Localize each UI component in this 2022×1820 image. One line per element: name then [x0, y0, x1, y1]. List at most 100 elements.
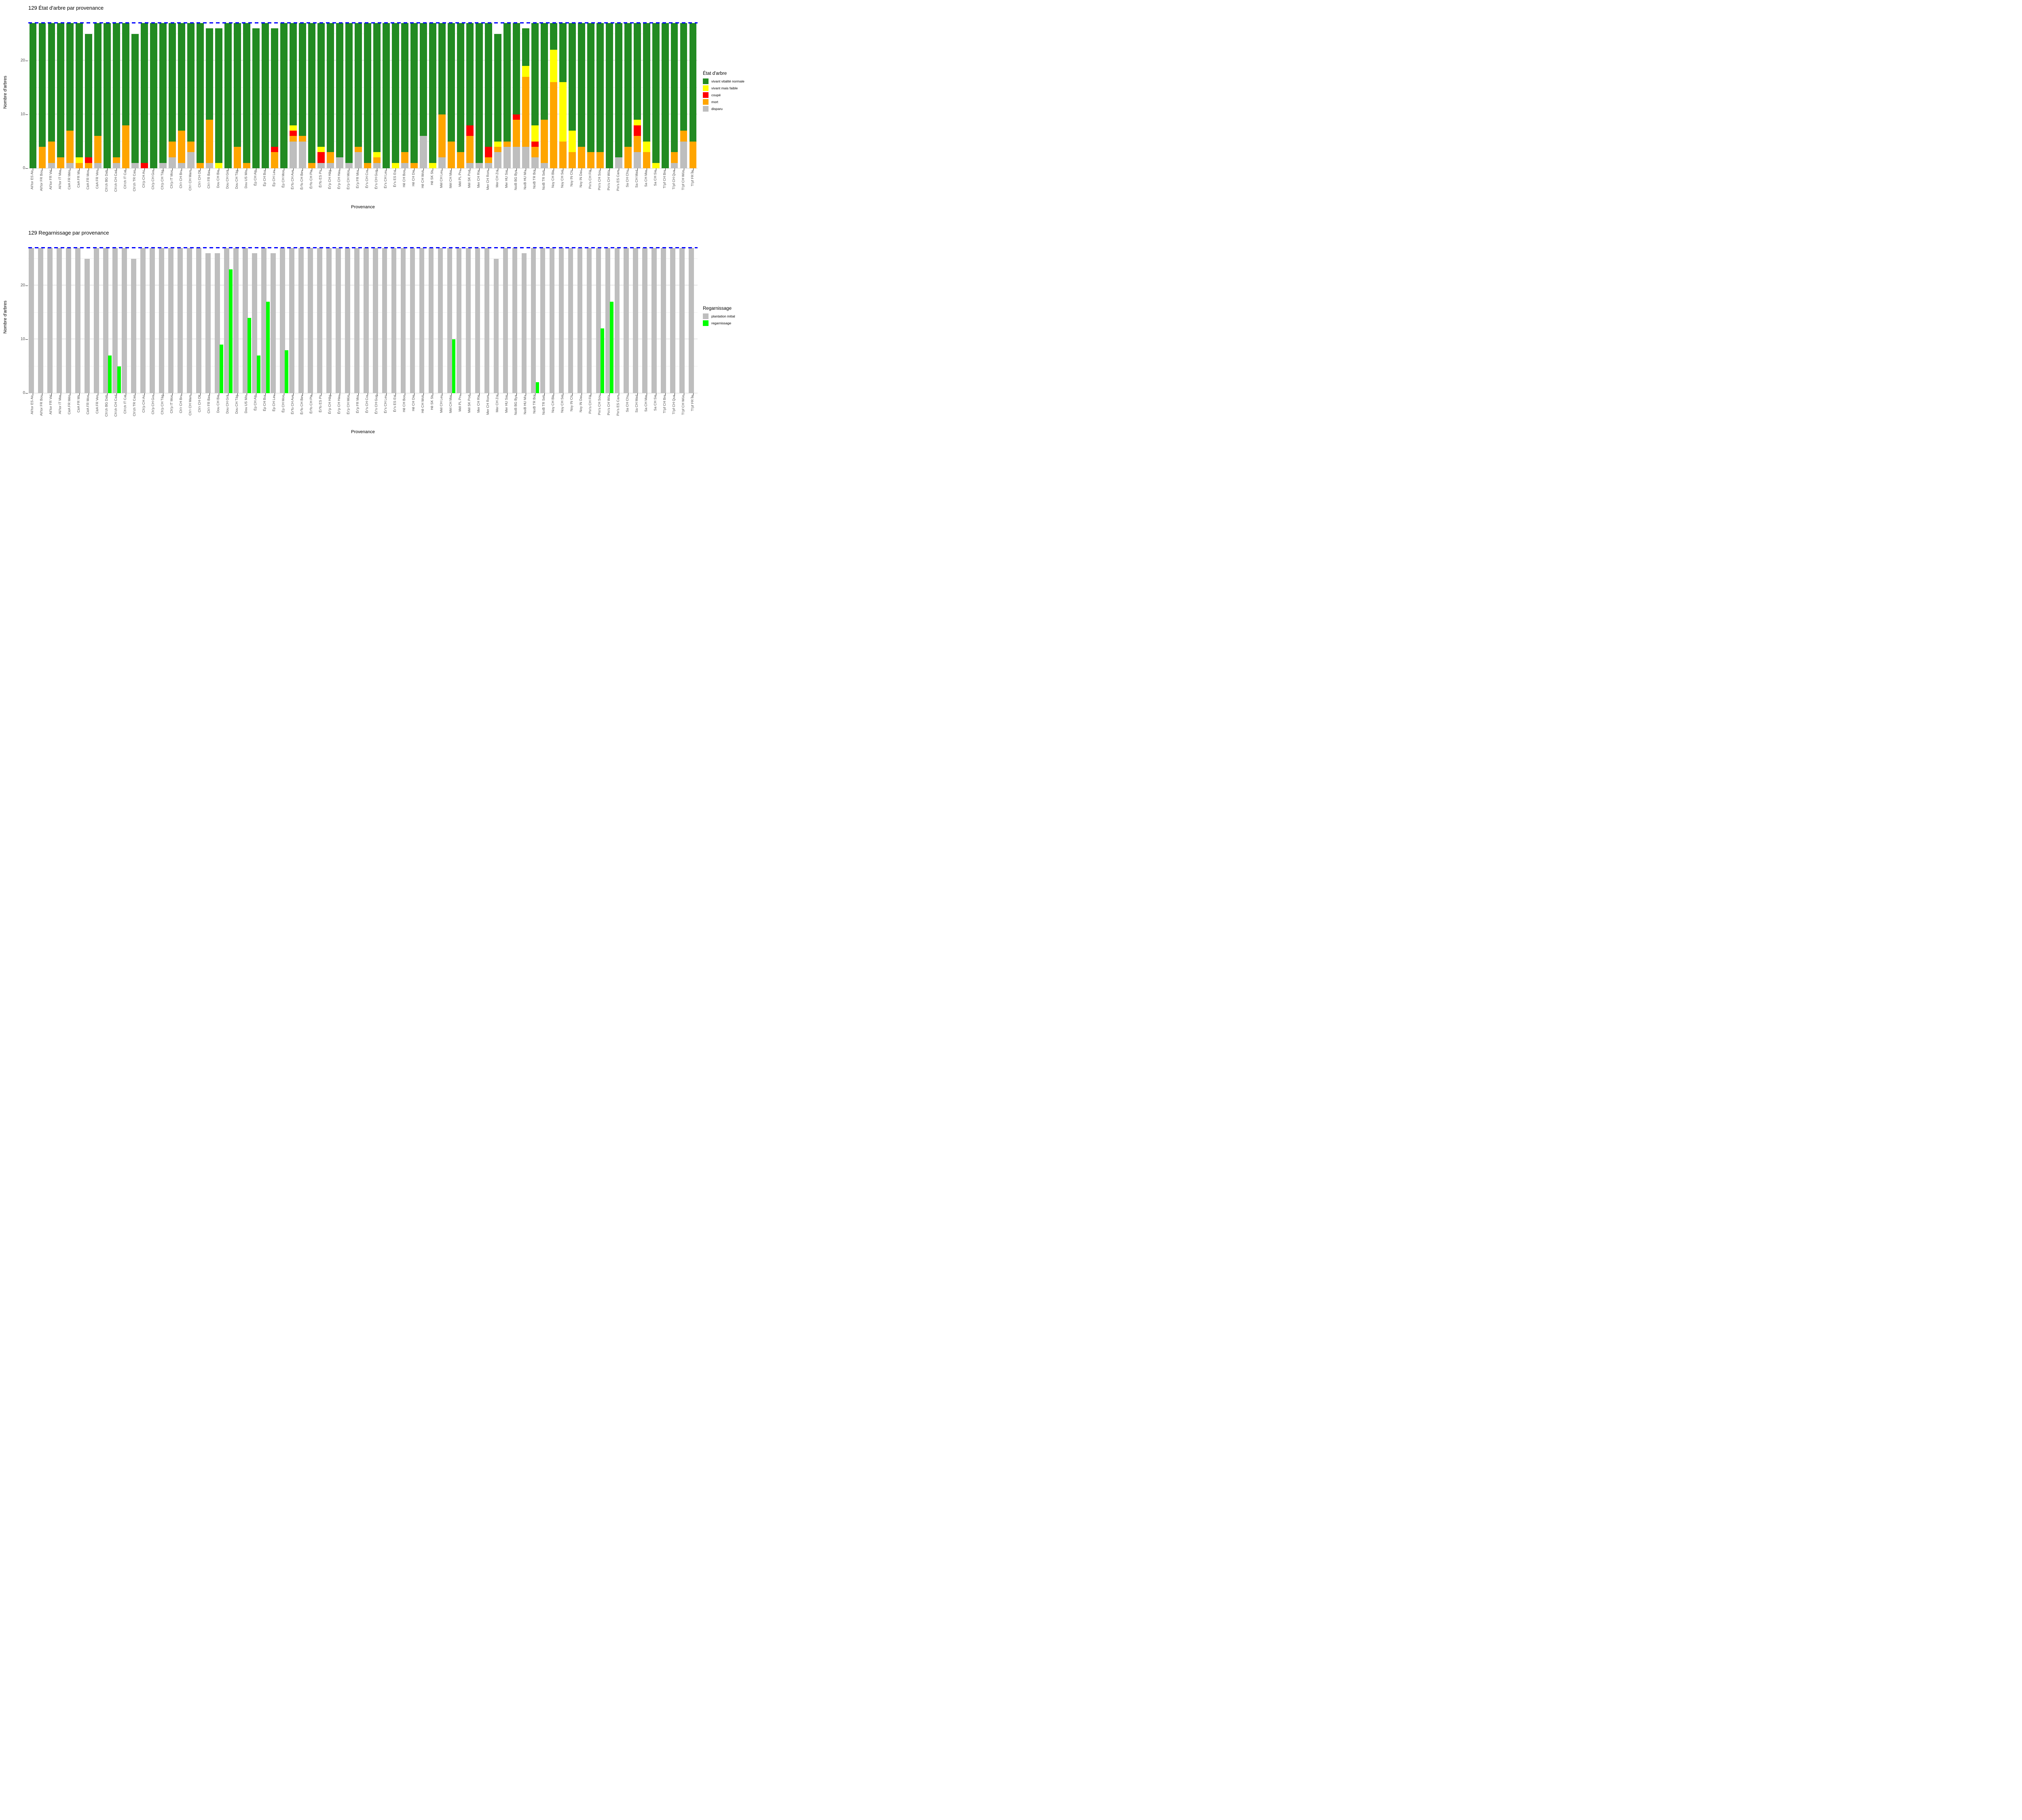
x-tick-label: Mél PL Pru	[457, 395, 462, 412]
bar-segment-vivant-vitalité-normale	[76, 23, 83, 158]
x-tick-label: Ch'ch TR Can	[132, 170, 137, 191]
legend-item-plantation-initial: plantation initial	[703, 313, 758, 319]
legend-label: coupé	[711, 93, 721, 97]
bar-segment-vivant-vitalité-normale	[661, 23, 669, 168]
bar-segment-vivant-vitalité-normale	[429, 23, 436, 163]
bar-segment-vivant-vitalité-normale	[550, 23, 557, 50]
x-tick-label: NoiB BG Bya	[513, 395, 518, 415]
bar-segment-mort	[234, 146, 241, 168]
x-tick-label: Sa CH Mad	[634, 395, 639, 413]
bar-segment-vivant-vitalité-normale	[290, 23, 297, 125]
x-tick-label: Noy IN Chi	[569, 170, 573, 187]
x-tick-label: Ti'pf FR Île	[690, 395, 694, 411]
y-axis-title: Nombre d'arbres	[2, 76, 8, 109]
bar-segment-vivant-mais-faible	[652, 163, 660, 168]
bar-plantation-initial	[419, 248, 425, 393]
bar-plantation-initial	[326, 248, 332, 393]
x-tick-label: Ali'tor FR Val	[49, 395, 53, 415]
legend-label: plantation initial	[711, 314, 735, 318]
bar-segment-mort	[271, 152, 279, 168]
x-tick-mark	[107, 393, 108, 396]
legend-swatch	[703, 320, 709, 326]
x-tick-mark	[209, 168, 210, 171]
x-tick-label: Dou CH Grä	[225, 395, 230, 414]
bar-plantation-initial	[512, 248, 518, 393]
bar-plantation-initial	[382, 248, 387, 393]
x-tick-label: NoiB TR Bol	[532, 170, 536, 189]
bar-segment-disparu	[317, 163, 325, 168]
bar-segment-vivant-vitalité-normale	[85, 34, 93, 158]
bar-segment-vivant-vitalité-normale	[624, 23, 632, 147]
bar-plantation-initial	[679, 248, 685, 393]
x-tick-label: Hê SK Str	[429, 170, 434, 185]
bar-segment-vivant-vitalité-normale	[345, 23, 353, 163]
bar-plantation-initial	[568, 248, 573, 393]
x-tick-label: Ép CH Bur	[262, 395, 267, 411]
bar-segment-vivant-vitalité-normale	[643, 23, 650, 142]
x-tick-label: Hê CH Woh	[420, 395, 425, 413]
bar-plantation-initial	[372, 248, 378, 393]
x-tick-label: Ér'p CH Mün	[346, 395, 351, 415]
bar-plantation-initial	[531, 248, 536, 393]
x-tick-label: Ti'pf FR Île	[690, 170, 694, 186]
x-tick-mark	[51, 168, 52, 171]
bar-plantation-initial	[345, 248, 350, 393]
bar-segment-disparu	[373, 163, 381, 168]
bar-segment-vivant-vitalité-normale	[568, 23, 576, 131]
x-tick-label: Ér'fo ES Pir	[318, 170, 323, 188]
legend-item-coupé: coupé	[703, 92, 758, 98]
x-tick-mark	[665, 168, 666, 171]
bar-plantation-initial	[410, 248, 415, 393]
bar-segment-vivant-vitalité-normale	[633, 23, 641, 120]
x-tick-label: Mél SK Pod	[467, 170, 471, 188]
x-tick-label: Ali'tor FR Bou	[39, 395, 44, 416]
x-tick-mark	[572, 168, 573, 171]
bar-segment-disparu	[187, 152, 195, 168]
bar-segment-disparu	[131, 163, 139, 168]
x-tick-label: Dou CH Bie	[216, 170, 220, 188]
bar-segment-vivant-vitalité-normale	[559, 23, 567, 83]
bar-segment-vivant-vitalité-normale	[66, 23, 74, 131]
bar-regarnissage	[266, 301, 270, 393]
bar-segment-mort	[587, 152, 594, 168]
x-tick-label: Ali'tor IT Mar	[58, 170, 62, 189]
bar-segment-mort	[206, 120, 214, 163]
bar-plantation-initial	[484, 248, 490, 393]
bar-plantation-initial	[66, 248, 71, 393]
x-tick-label: Mer HU Sar	[504, 395, 508, 413]
bar-regarnissage	[535, 382, 539, 393]
bar-plantation-initial	[633, 248, 639, 393]
x-tick-label: Ali'tor ES Alc	[30, 170, 34, 190]
bar-plantation-initial	[661, 248, 666, 393]
x-tick-mark	[116, 168, 117, 171]
bar-segment-vivant-mais-faible	[429, 163, 436, 168]
bar-segment-disparu	[355, 152, 362, 168]
bar-plantation-initial	[224, 248, 229, 393]
bar-segment-disparu	[615, 157, 622, 168]
x-tick-label: Ti'pf CH Bre	[662, 395, 666, 413]
bar-regarnissage	[247, 317, 251, 393]
x-tick-label: Ch'p CH Ari	[142, 170, 146, 188]
x-tick-label: Noy IN Dac	[578, 170, 583, 188]
bar-plantation-initial	[196, 248, 201, 393]
x-tick-mark	[507, 168, 508, 171]
bar-regarnissage	[229, 269, 233, 393]
bar-segment-mort	[680, 130, 687, 142]
bar-segment-disparu	[113, 163, 121, 168]
bar-segment-vivant-vitalité-normale	[540, 23, 548, 120]
bar-segment-disparu	[345, 163, 353, 168]
x-tick-label: Ali'tor ES Alc	[30, 395, 34, 415]
bar-segment-disparu	[540, 163, 548, 168]
bar-segment-disparu	[169, 157, 176, 168]
x-axis-title: Provenance	[351, 205, 375, 210]
x-tick-label: Ch'r FR Bas	[207, 395, 211, 414]
x-tick-mark	[79, 393, 80, 396]
bar-segment-disparu	[336, 157, 343, 168]
bar-plantation-initial	[642, 248, 648, 393]
x-tick-mark	[302, 393, 303, 396]
bar-plantation-initial	[391, 248, 397, 393]
x-tick-label: NoiB HU Mix	[522, 170, 527, 190]
x-tick-label: Ali'tor FR Bou	[39, 170, 44, 191]
bar-segment-coupé	[271, 146, 279, 152]
bar-segment-vivant-vitalité-normale	[336, 23, 343, 158]
